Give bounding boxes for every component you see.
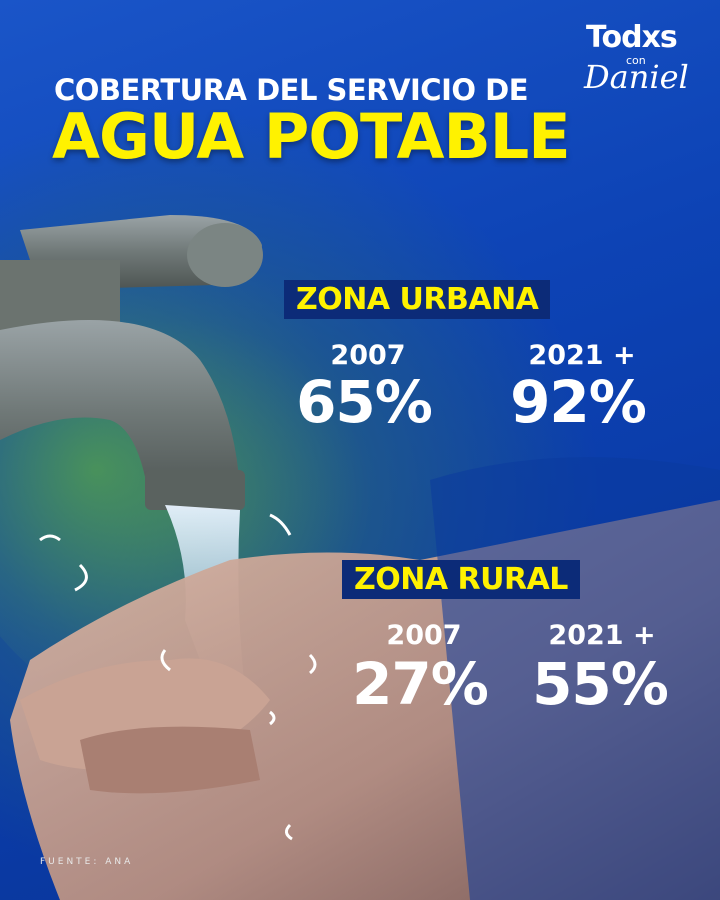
- rural-value-2021: 55%: [532, 650, 669, 718]
- urbana-value-2007: 65%: [296, 368, 433, 436]
- title-line-1: COBERTURA DEL SERVICIO DE: [54, 73, 529, 107]
- todxs-con-daniel-logo: Todxs con Daniel: [576, 18, 701, 98]
- urbana-year-2021: 2021 +: [528, 340, 636, 371]
- zone-urbana-label: ZONA URBANA: [284, 280, 551, 319]
- zone-rural-label: ZONA RURAL: [342, 560, 580, 599]
- rural-year-2021: 2021 +: [548, 620, 656, 651]
- urbana-year-2007: 2007: [330, 340, 406, 371]
- source-note: FUENTE: ANA: [40, 857, 134, 867]
- title-line-2: AGUA POTABLE: [52, 100, 571, 173]
- logo-text-daniel: Daniel: [584, 58, 689, 96]
- logo-text-todxs: Todxs: [586, 20, 678, 55]
- rural-year-2007: 2007: [386, 620, 462, 651]
- logo-text-con: con: [626, 54, 646, 67]
- rural-value-2007: 27%: [352, 650, 489, 718]
- urbana-value-2021: 92%: [510, 368, 647, 436]
